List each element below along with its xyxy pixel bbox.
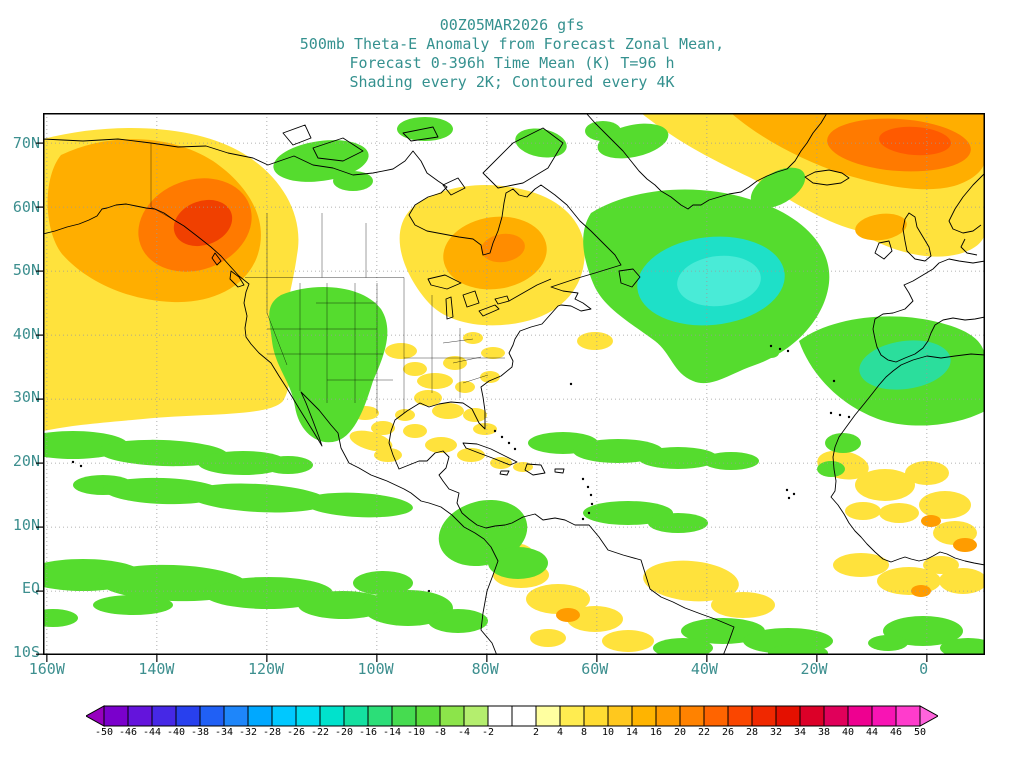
colorbar-tick-label: 50	[913, 727, 927, 738]
title-line-4: Shading every 2K; Contoured every 4K	[349, 73, 675, 91]
title-line-3: Forecast 0-396h Time Mean (K) T=96 h	[349, 54, 675, 72]
anomaly-map	[36, 113, 985, 662]
colorbar-tick-label: 4	[556, 727, 564, 738]
axis-ticks	[36, 142, 928, 662]
lon-tick-label: 100W	[357, 660, 394, 678]
colorbar-tick-label: -2	[481, 727, 495, 738]
colorbar-tick-label: -32	[238, 727, 258, 738]
colorbar-tick-label: -22	[310, 727, 330, 738]
colorbar-tick-label: -44	[142, 727, 162, 738]
colorbar-tick-label: -40	[166, 727, 186, 738]
colorbar-gradient	[84, 705, 940, 727]
lon-tick-label: 160W	[28, 660, 65, 678]
lat-tick-label: 30N	[12, 388, 40, 407]
colorbar-tick-label: -46	[118, 727, 138, 738]
colorbar-tick-label: 34	[793, 727, 807, 738]
lat-axis-labels: 70N 60N 50N 40N 30N 20N 10N EQ 10S	[0, 0, 41, 768]
colorbar-tick-label: 2	[532, 727, 540, 738]
lon-tick-label: 40W	[690, 660, 718, 678]
positive-anomaly-shading	[43, 113, 985, 652]
lat-tick-label: 10S	[12, 642, 40, 661]
colorbar-tick-label: -16	[358, 727, 378, 738]
colorbar-labels: -50 -46 -44 -40 -38 -34 -32 -28 -26 -22 -20 -16 -14-…	[86, 727, 938, 741]
colorbar-svg	[84, 705, 940, 727]
latlon-gridlines	[43, 113, 985, 655]
colorbar-tick-label: -10	[406, 727, 426, 738]
lon-tick-label: 0	[919, 660, 929, 678]
colorbar-tick-label: -20	[334, 727, 354, 738]
colorbar-tick-label: -50	[94, 727, 114, 738]
colorbar-tick-label: 44	[865, 727, 879, 738]
colorbar-tick-label: 10	[601, 727, 615, 738]
colorbar-tick-label: -34	[214, 727, 234, 738]
coastlines	[43, 113, 985, 655]
colorbar-tick-label: 40	[841, 727, 855, 738]
negative-anomaly-shading	[43, 117, 985, 655]
colorbar-tick-label: 22	[697, 727, 711, 738]
colorbar-tick-label: -8	[433, 727, 447, 738]
lon-tick-label: 80W	[471, 660, 499, 678]
colorbar-tick-label: 8	[580, 727, 588, 738]
lat-tick-label: 50N	[12, 261, 40, 280]
colorbar-tick-label: 20	[673, 727, 687, 738]
colorbar-tick-label: 16	[649, 727, 663, 738]
colorbar-tick-label: 32	[769, 727, 783, 738]
map-frame	[36, 113, 985, 662]
lon-tick-label: 20W	[800, 660, 828, 678]
colorbar-tick-label: -14	[382, 727, 402, 738]
title-line-1: 00Z05MAR2026 gfs	[439, 16, 585, 34]
colorbar-tick-label: 14	[625, 727, 639, 738]
lon-tick-label: 140W	[138, 660, 175, 678]
lon-tick-label: 120W	[247, 660, 285, 678]
lat-tick-label: 70N	[12, 134, 40, 152]
lat-tick-label: EQ	[21, 579, 40, 598]
colorbar-tick-label: 28	[745, 727, 759, 738]
political-borders	[150, 143, 505, 413]
title-block: 00Z05MAR2026 gfs 500mb Theta-E Anomaly f…	[0, 16, 1024, 92]
lat-tick-label: 40N	[12, 324, 40, 343]
colorbar-tick-label: -4	[457, 727, 471, 738]
lat-tick-label: 10N	[12, 515, 40, 534]
colorbar-tick-label: -28	[262, 727, 282, 738]
colorbar-tick-label: 46	[889, 727, 903, 738]
colorbar-tick-label: 26	[721, 727, 735, 738]
colorbar-tick-label: -38	[190, 727, 210, 738]
colorbar-tick-label: 38	[817, 727, 831, 738]
lat-tick-label: 20N	[12, 452, 40, 470]
lat-tick-label: 60N	[12, 197, 40, 216]
lon-tick-label: 60W	[581, 660, 609, 678]
title-line-2: 500mb Theta-E Anomaly from Forecast Zona…	[299, 35, 725, 53]
colorbar-tick-label: -26	[286, 727, 306, 738]
lon-axis-labels: 160W 140W 120W 100W 80W 60W 40W 20W 0	[0, 660, 1024, 680]
